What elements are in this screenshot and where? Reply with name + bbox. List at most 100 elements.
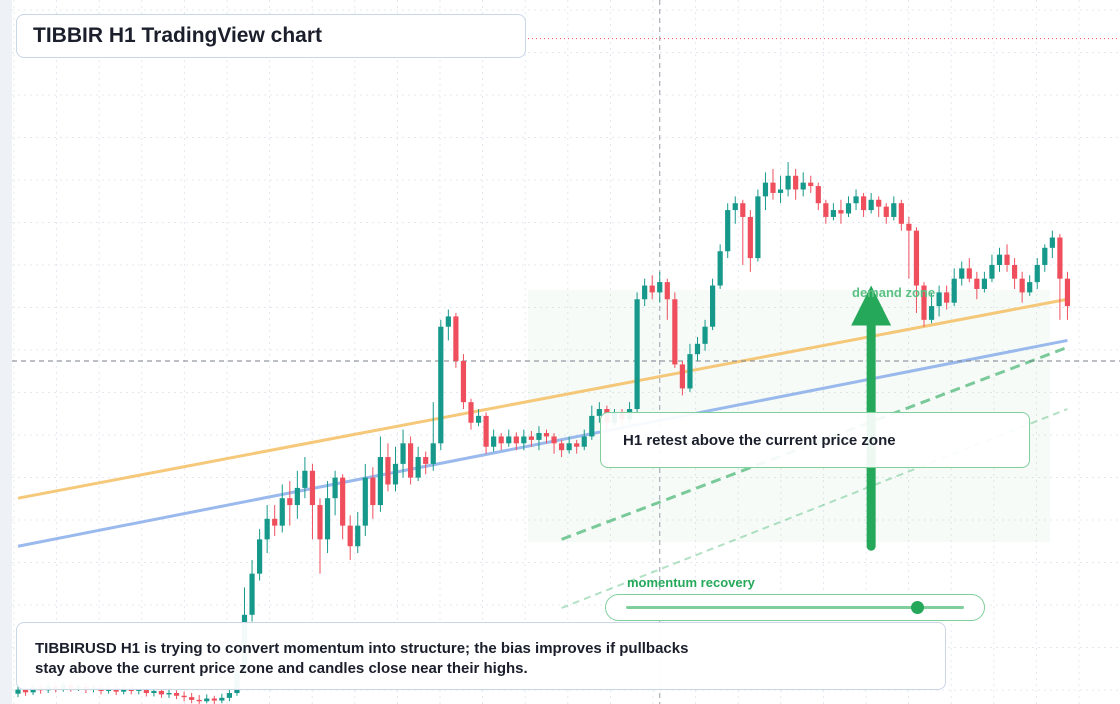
candle bbox=[287, 481, 293, 526]
candle-body bbox=[332, 477, 338, 499]
candle-body bbox=[543, 433, 550, 437]
candle bbox=[710, 278, 716, 331]
candle-body bbox=[1027, 282, 1033, 293]
candle bbox=[898, 199, 904, 231]
candle bbox=[483, 412, 489, 454]
candle-body bbox=[664, 282, 670, 300]
candle bbox=[226, 688, 232, 702]
candle-body bbox=[521, 436, 527, 444]
candle-body bbox=[1019, 278, 1025, 293]
candle bbox=[528, 430, 534, 447]
candle-body bbox=[506, 436, 512, 444]
candle bbox=[823, 199, 829, 224]
candle bbox=[589, 405, 595, 440]
candle bbox=[498, 433, 504, 451]
candle bbox=[634, 292, 640, 413]
candle bbox=[762, 172, 769, 211]
candle-body bbox=[883, 206, 889, 217]
candle-body bbox=[755, 196, 761, 259]
candle-body bbox=[634, 299, 640, 410]
candle-body bbox=[272, 518, 278, 526]
candle-body bbox=[974, 278, 980, 289]
candle bbox=[1057, 234, 1063, 320]
candle-body bbox=[913, 230, 920, 286]
candle bbox=[679, 361, 685, 396]
candle-body bbox=[770, 182, 776, 193]
candle-body bbox=[793, 175, 799, 190]
candle-body bbox=[694, 343, 701, 355]
candle bbox=[1027, 275, 1033, 296]
candle-body bbox=[710, 285, 716, 327]
candle bbox=[475, 409, 482, 427]
candle bbox=[808, 175, 814, 193]
candle-body bbox=[309, 470, 316, 506]
candle bbox=[355, 511, 361, 554]
candle-body bbox=[340, 477, 346, 526]
candle bbox=[642, 278, 648, 307]
candle-body bbox=[1049, 237, 1055, 248]
candle bbox=[974, 271, 980, 300]
candle bbox=[385, 443, 391, 492]
candle-body bbox=[989, 264, 995, 279]
candle-body bbox=[279, 498, 285, 526]
candle bbox=[166, 689, 172, 698]
candle bbox=[1034, 258, 1040, 289]
candle-body bbox=[959, 268, 965, 279]
candle-body bbox=[928, 306, 935, 320]
candle bbox=[294, 470, 300, 519]
candle-body bbox=[158, 690, 165, 695]
candle bbox=[513, 432, 519, 451]
candle bbox=[536, 426, 542, 451]
candle-body bbox=[181, 695, 187, 698]
candle-body bbox=[725, 210, 731, 252]
candle-body bbox=[981, 278, 987, 289]
candle bbox=[445, 309, 451, 341]
candle-body bbox=[204, 698, 210, 702]
candle bbox=[883, 203, 889, 224]
candle-body bbox=[876, 199, 882, 207]
candle bbox=[189, 693, 195, 704]
candle bbox=[430, 402, 436, 471]
candle bbox=[204, 694, 210, 704]
candle-body bbox=[22, 689, 29, 693]
candle-body bbox=[642, 285, 648, 300]
momentum-slider[interactable] bbox=[605, 594, 985, 621]
candle bbox=[264, 505, 270, 554]
candle-body bbox=[491, 436, 497, 447]
candle bbox=[460, 354, 467, 410]
candle bbox=[936, 285, 942, 317]
candle-body bbox=[679, 364, 685, 389]
candle-body bbox=[944, 292, 950, 303]
candle bbox=[362, 463, 368, 536]
candle bbox=[173, 690, 180, 700]
momentum-knob[interactable] bbox=[910, 601, 924, 614]
candle bbox=[1004, 244, 1010, 272]
candle bbox=[861, 192, 867, 217]
candle-body bbox=[257, 539, 263, 574]
candle bbox=[944, 285, 950, 310]
candle-body bbox=[438, 326, 444, 444]
candle bbox=[423, 451, 429, 475]
retest-callout: H1 retest above the current price zone bbox=[600, 412, 1030, 468]
candle-body bbox=[294, 487, 300, 506]
candle bbox=[581, 429, 587, 451]
candle bbox=[989, 254, 995, 283]
candle-body bbox=[740, 203, 746, 217]
candle bbox=[408, 436, 414, 485]
candle bbox=[1064, 271, 1071, 320]
candle-body bbox=[453, 316, 459, 361]
candle-body bbox=[921, 285, 927, 320]
candle-body bbox=[732, 203, 738, 211]
candle-body bbox=[196, 699, 202, 702]
candle bbox=[793, 168, 799, 200]
candle-body bbox=[657, 282, 663, 293]
candle-body bbox=[302, 470, 308, 488]
chart-overlays bbox=[12, 0, 1120, 704]
candle-body bbox=[113, 688, 119, 692]
candle-body bbox=[777, 189, 784, 193]
candle bbox=[370, 467, 376, 519]
candle bbox=[249, 559, 255, 622]
candle bbox=[891, 196, 897, 221]
candle-body bbox=[249, 573, 255, 615]
candle bbox=[770, 168, 776, 200]
